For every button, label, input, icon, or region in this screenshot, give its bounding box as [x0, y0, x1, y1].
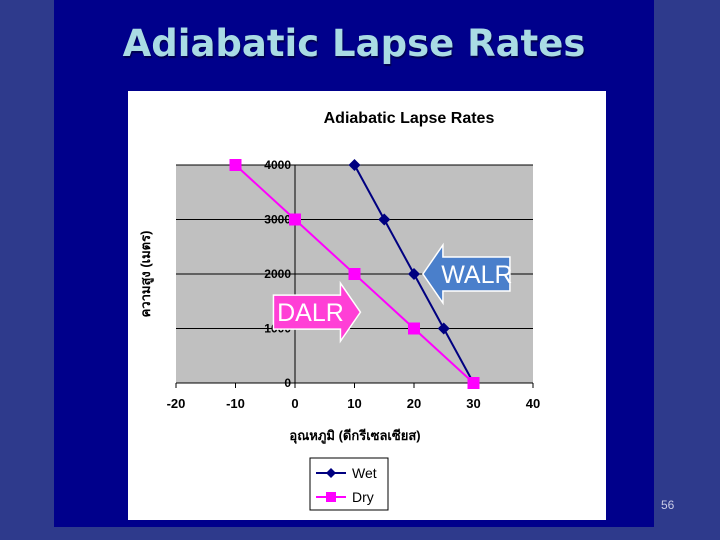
x-tick-label: 30	[466, 396, 480, 411]
annotations: WALR DALR	[272, 242, 513, 344]
x-axis-label: อุณหภูมิ (ดีกรีเซลเซียส)	[289, 428, 420, 444]
y-axis-label: ความสูง (เมตร)	[138, 231, 154, 318]
legend-box	[309, 457, 389, 511]
legend-item-wet: Wet	[316, 465, 377, 481]
point-dry	[408, 322, 420, 335]
x-axis-ticks: -20 -10 0 10 20 30 40	[167, 383, 540, 411]
point-dry	[467, 377, 480, 389]
point-dry	[289, 213, 301, 226]
slide-title: Adiabatic Lapse Rates	[122, 22, 586, 65]
chart-panel: Adiabatic Lapse Rates 01000200030004000 …	[128, 91, 606, 520]
x-tick-label: 40	[526, 396, 540, 411]
annotation-walr: WALR	[422, 242, 513, 306]
legend: Wet Dry	[309, 457, 389, 511]
legend-marker	[326, 468, 336, 478]
point-wet	[408, 268, 420, 280]
annotation-dalr: DALR	[272, 280, 362, 344]
chart: Adiabatic Lapse Rates 01000200030004000 …	[138, 110, 540, 511]
annotation-label: WALR	[441, 261, 512, 289]
legend-label: Dry	[352, 489, 374, 505]
y-tick-label: 0	[284, 376, 291, 390]
series-markers	[229, 159, 480, 389]
point-wet	[437, 322, 450, 335]
y-tick-label: 4000	[264, 158, 291, 172]
x-tick-label: 0	[291, 396, 298, 411]
point-dry	[348, 268, 361, 280]
y-tick-label: 3000	[264, 213, 291, 227]
slide: Adiabatic Lapse Rates Adiabatic Lapse Ra…	[54, 0, 674, 527]
x-tick-label: 20	[407, 396, 421, 411]
annotation-arrow	[272, 280, 362, 344]
point-dry	[229, 159, 242, 171]
annotation-arrow	[422, 242, 511, 306]
y-tick-label: 2000	[264, 267, 291, 281]
page-number: 56	[661, 498, 675, 512]
legend-label: Wet	[352, 465, 377, 481]
point-wet	[348, 159, 361, 171]
x-tick-label: 10	[347, 396, 361, 411]
annotation-label: DALR	[277, 299, 344, 327]
legend-marker	[326, 492, 336, 502]
chart-title: Adiabatic Lapse Rates	[324, 110, 495, 127]
legend-item-dry: Dry	[316, 489, 374, 505]
point-wet	[378, 213, 391, 226]
x-tick-label: -10	[226, 396, 245, 411]
x-tick-label: -20	[167, 396, 186, 411]
